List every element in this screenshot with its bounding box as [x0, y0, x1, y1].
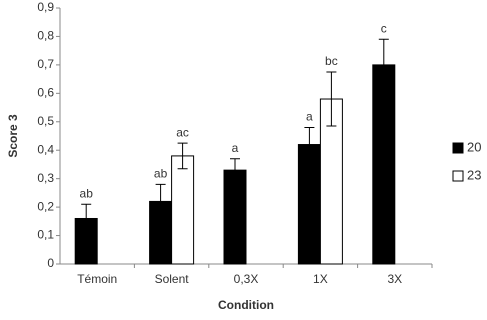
annotation: a — [306, 110, 313, 124]
annotation: bc — [325, 54, 338, 68]
x-axis-title: Condition — [218, 298, 274, 312]
y-tick-label: 0,8 — [37, 29, 54, 43]
y-tick-label: 0,2 — [37, 199, 54, 213]
x-tick-label: 3X — [387, 272, 402, 286]
x-tick-label: 0,3X — [234, 272, 259, 286]
error-bar — [155, 183, 166, 219]
annotation: ac — [176, 125, 189, 139]
error-bar — [326, 71, 337, 127]
y-tick-label: 0,3 — [37, 171, 54, 185]
bar — [171, 155, 195, 265]
x-tick-label: Solent — [155, 272, 190, 286]
x-tick-label: 1X — [313, 272, 328, 286]
legend-swatch — [452, 170, 464, 182]
y-tick-label: 0,6 — [37, 86, 54, 100]
y-tick-label: 0,7 — [37, 57, 54, 71]
y-tick-label: 0,1 — [37, 228, 54, 242]
y-axis-title: Score 3 — [6, 114, 20, 158]
bar — [372, 64, 396, 265]
y-tick-label: 0,4 — [37, 142, 54, 156]
error-bar — [230, 158, 240, 183]
error-bar — [304, 126, 315, 163]
annotation: ab — [80, 186, 94, 200]
y-tick-label: 0,9 — [37, 0, 54, 14]
error-bar — [81, 203, 92, 234]
annotation: ab — [154, 167, 168, 181]
x-tick-label: Témoin — [77, 272, 117, 286]
legend-label: 20 — [467, 139, 481, 154]
legend-swatch — [452, 142, 464, 154]
bar — [223, 169, 247, 265]
annotation: a — [232, 141, 239, 155]
error-bar — [177, 142, 188, 170]
annotation: c — [381, 21, 387, 35]
y-tick-label: 0,5 — [37, 114, 54, 128]
bar — [297, 144, 321, 265]
legend-label: 23 — [467, 167, 481, 182]
error-bar — [378, 38, 389, 91]
y-tick-label: 0 — [47, 256, 54, 270]
